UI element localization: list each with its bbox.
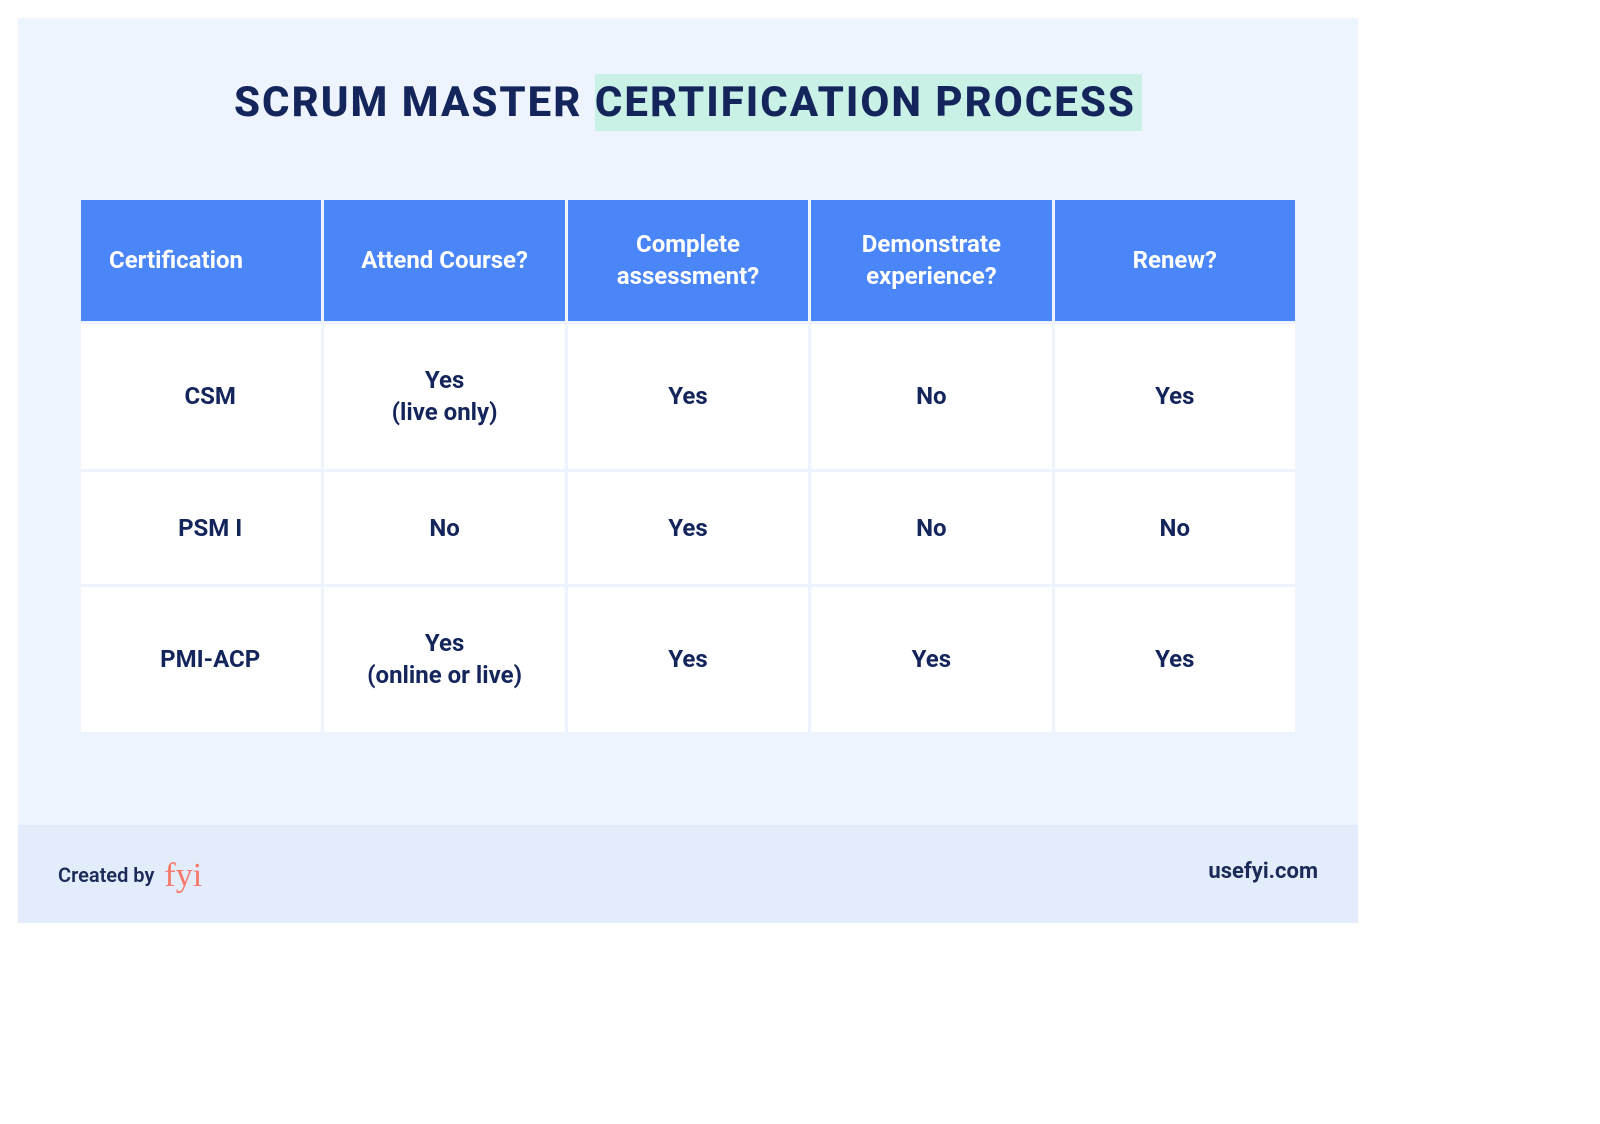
title-container: SCRUM MASTER CERTIFICATION PROCESS: [78, 78, 1298, 127]
cell-assessment: Yes: [568, 324, 808, 469]
cell-experience: No: [811, 324, 1051, 469]
title-highlight: CERTIFICATION PROCESS: [595, 74, 1142, 131]
page-title: SCRUM MASTER CERTIFICATION PROCESS: [234, 74, 1142, 131]
table-row: CSM Yes (live only) Yes No Yes: [81, 324, 1295, 469]
cell-renew: No: [1055, 472, 1295, 584]
fyi-logo: fyi: [164, 859, 202, 893]
site-url: usefyi.com: [1208, 859, 1318, 884]
cell-renew: Yes: [1055, 324, 1295, 469]
cell-attend-value: Yes: [425, 366, 464, 394]
certification-table: Certification Attend Course? Complete as…: [78, 197, 1298, 735]
col-assessment: Complete assessment?: [568, 200, 808, 321]
created-by-label: Created by: [58, 863, 154, 887]
col-attend: Attend Course?: [324, 200, 564, 321]
cell-cert-name: PSM I: [81, 472, 321, 584]
cell-experience: Yes: [811, 587, 1051, 732]
cell-experience: No: [811, 472, 1051, 584]
cell-attend: No: [324, 472, 564, 584]
cell-assessment: Yes: [568, 472, 808, 584]
footer-bar: Created by fyi usefyi.com: [18, 825, 1358, 923]
title-plain: SCRUM MASTER: [234, 78, 595, 127]
cell-attend-value: Yes: [425, 629, 464, 657]
col-experience: Demonstrate experience?: [811, 200, 1051, 321]
cell-renew: Yes: [1055, 587, 1295, 732]
cell-attend: Yes (live only): [324, 324, 564, 469]
cell-attend-note: (online or live): [334, 659, 554, 691]
col-renew: Renew?: [1055, 200, 1295, 321]
cell-attend-value: No: [429, 514, 459, 542]
table-header-row: Certification Attend Course? Complete as…: [81, 200, 1295, 321]
table-row: PMI-ACP Yes (online or live) Yes Yes Yes: [81, 587, 1295, 732]
cell-attend-note: (live only): [334, 396, 554, 428]
cell-cert-name: CSM: [81, 324, 321, 469]
cell-assessment: Yes: [568, 587, 808, 732]
cell-cert-name: PMI-ACP: [81, 587, 321, 732]
table-row: PSM I No Yes No No: [81, 472, 1295, 584]
infographic-card: SCRUM MASTER CERTIFICATION PROCESS Certi…: [18, 18, 1358, 923]
created-by: Created by fyi: [58, 855, 202, 889]
col-certification: Certification: [81, 200, 321, 321]
cell-attend: Yes (online or live): [324, 587, 564, 732]
